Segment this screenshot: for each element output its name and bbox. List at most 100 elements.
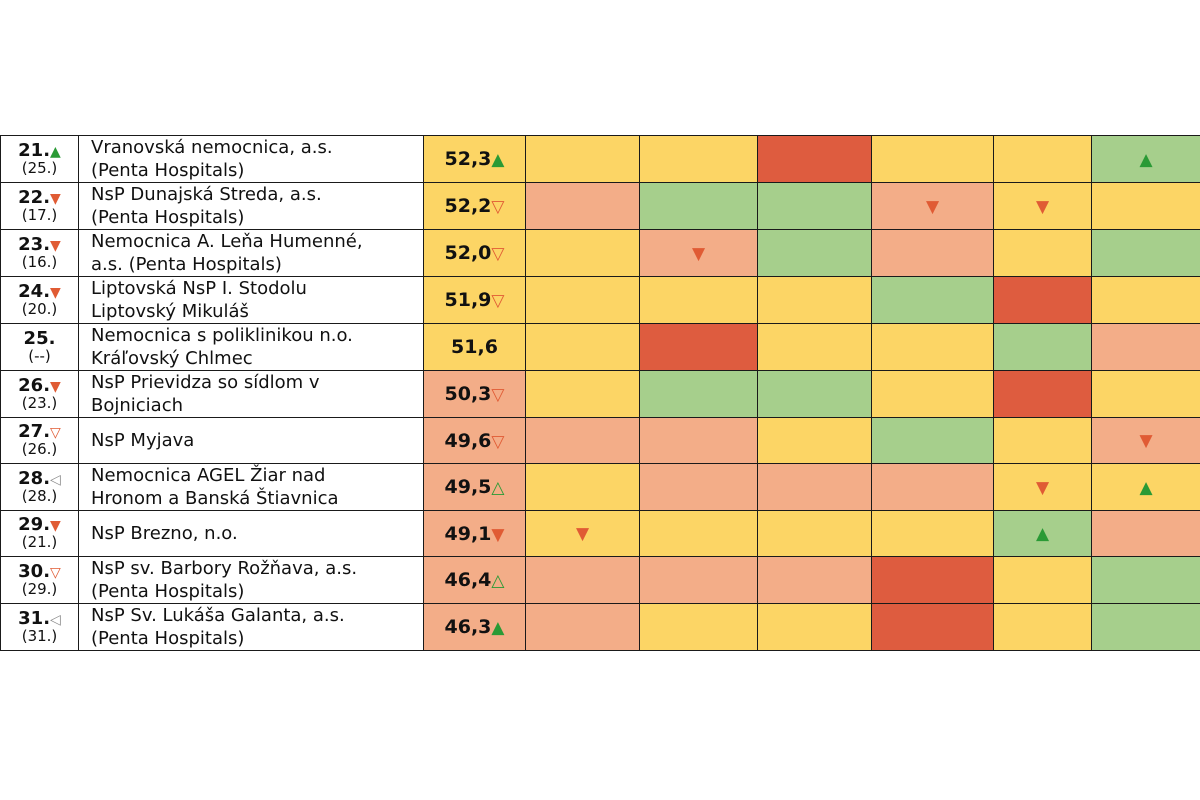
indicator-cell-3 — [757, 229, 872, 277]
indicator-cell-5 — [993, 417, 1092, 464]
indicator-cell-6: ▲ — [1091, 463, 1200, 511]
previous-rank: (16.) — [21, 252, 58, 271]
hospital-name-cell: NsP Dunajská Streda, a.s. (Penta Hospital… — [78, 182, 424, 230]
table-row: 30.▽ (29.) NsP sv. Barbory Rožňava, a.s. (P… — [0, 556, 1200, 604]
indicator-cell-4 — [871, 556, 994, 604]
indicator-cell-1 — [525, 323, 640, 371]
indicator-cell-4 — [871, 463, 994, 511]
hospital-name-line-1: NsP Myjava — [91, 430, 195, 451]
indicator-cell-3 — [757, 135, 872, 183]
rank-number: 30. — [18, 560, 51, 582]
indicator-cell-3 — [757, 276, 872, 324]
indicator-cell-6 — [1091, 323, 1200, 371]
up-triangle-icon: ▲ — [1035, 524, 1050, 544]
hospital-name-cell: Vranovská nemocnica, a.s. (Penta Hospital… — [78, 135, 424, 183]
indicator-cell-2 — [639, 135, 758, 183]
hospital-name-cell: Nemocnica AGEL Žiar nad Hronom a Banská Š… — [78, 463, 424, 511]
previous-rank: (26.) — [21, 440, 58, 459]
indicator-cell-5 — [993, 370, 1092, 418]
score-value: 51,6 — [451, 336, 498, 358]
indicator-cell-5: ▼ — [993, 463, 1092, 511]
previous-rank: (20.) — [21, 299, 58, 318]
previous-rank: (29.) — [21, 579, 58, 598]
indicator-cell-1 — [525, 603, 640, 651]
indicator-cell-2 — [639, 556, 758, 604]
table-row: 23.▼ (16.) Nemocnica A. Leňa Humenné, a.s. … — [0, 229, 1200, 277]
rank-cell: 25. (--) — [0, 323, 79, 371]
indicator-cell-5: ▼ — [993, 182, 1092, 230]
indicator-cell-6 — [1091, 370, 1200, 418]
hospital-name-cell: Nemocnica s poliklinikou n.o. Kráľovský C… — [78, 323, 424, 371]
indicator-cell-5 — [993, 603, 1092, 651]
indicator-cell-5: ▲ — [993, 510, 1092, 557]
down-triangle-icon: ▼ — [925, 196, 940, 217]
up-outline-triangle-icon: △ — [491, 478, 505, 498]
hospital-name-line-2: Hronom a Banská Štiavnica — [91, 488, 339, 509]
rank-cell: 24.▼ (20.) — [0, 276, 79, 324]
indicator-cell-1 — [525, 370, 640, 418]
table-body: 21.▲ (25.) Vranovská nemocnica, a.s. (Penta… — [0, 135, 1200, 651]
indicator-cell-3 — [757, 182, 872, 230]
indicator-cell-1 — [525, 276, 640, 324]
score-value: 51,9 — [444, 289, 492, 311]
indicator-cell-3 — [757, 510, 872, 557]
down-triangle-icon: ▼ — [50, 237, 61, 254]
down-outline-triangle-icon: ▽ — [491, 244, 505, 264]
indicator-cell-2 — [639, 276, 758, 324]
score-value: 49,1 — [444, 522, 492, 545]
score-value: 49,5 — [444, 476, 492, 498]
indicator-cell-1: ▼ — [525, 510, 640, 557]
table-row: 28.◁ (28.) Nemocnica AGEL Žiar nad Hronom a… — [0, 463, 1200, 511]
previous-rank: (23.) — [21, 393, 58, 412]
indicator-cell-6 — [1091, 603, 1200, 651]
down-triangle-icon: ▼ — [1035, 196, 1050, 217]
indicator-cell-4 — [871, 510, 994, 557]
indicator-cell-2 — [639, 463, 758, 511]
down-triangle-icon: ▼ — [50, 518, 61, 535]
up-triangle-icon: ▲ — [491, 618, 505, 638]
score-cell: 52,3▲ — [423, 135, 526, 183]
score-cell: 49,1▼ — [423, 510, 526, 557]
up-triangle-icon: ▲ — [50, 143, 61, 160]
indicator-cell-3 — [757, 463, 872, 511]
rank-cell: 30.▽ (29.) — [0, 556, 79, 604]
indicator-cell-3 — [757, 323, 872, 371]
indicator-cell-1 — [525, 556, 640, 604]
score-cell: 52,0▽ — [423, 229, 526, 277]
score-cell: 49,6▽ — [423, 417, 526, 464]
indicator-cell-5 — [993, 229, 1092, 277]
rank-cell: 22.▼ (17.) — [0, 182, 79, 230]
rank-cell: 28.◁ (28.) — [0, 463, 79, 511]
hospital-name-line-2: (Penta Hospitals) — [91, 581, 245, 602]
left-triangle-icon: ◁ — [50, 471, 61, 488]
hospital-ranking-table: 21.▲ (25.) Vranovská nemocnica, a.s. (Penta… — [0, 135, 1200, 651]
hospital-name-cell: NsP Myjava — [78, 417, 424, 464]
hospital-name-cell: NsP sv. Barbory Rožňava, a.s. (Penta Hosp… — [78, 556, 424, 604]
hospital-name-line-1: NsP Sv. Lukáša Galanta, a.s. — [91, 605, 345, 626]
indicator-cell-1 — [525, 135, 640, 183]
indicator-cell-4 — [871, 323, 994, 371]
score-cell: 50,3▽ — [423, 370, 526, 418]
hospital-name-cell: Liptovská NsP I. Stodolu Liptovský Mikulá… — [78, 276, 424, 324]
score-value: 50,3 — [444, 383, 492, 405]
indicator-cell-1 — [525, 417, 640, 464]
rank-number: 21. — [18, 139, 51, 161]
hospital-name-line-1: Nemocnica A. Leňa Humenné, — [91, 231, 363, 252]
table-row: 22.▼ (17.) NsP Dunajská Streda, a.s. (Penta… — [0, 182, 1200, 230]
hospital-name-cell: Nemocnica A. Leňa Humenné, a.s. (Penta Ho… — [78, 229, 424, 277]
hospital-name-line-1: NsP Dunajská Streda, a.s. — [91, 184, 322, 205]
rank-number: 24. — [18, 280, 51, 302]
down-triangle-icon: ▼ — [50, 378, 61, 395]
score-cell: 51,6 — [423, 323, 526, 371]
indicator-cell-2 — [639, 603, 758, 651]
down-triangle-icon: ▼ — [1035, 477, 1050, 498]
rank-cell: 23.▼ (16.) — [0, 229, 79, 277]
rank-number: 31. — [18, 607, 51, 629]
hospital-name-line-2: (Penta Hospitals) — [91, 628, 245, 649]
indicator-cell-5 — [993, 135, 1092, 183]
indicator-cell-4 — [871, 276, 994, 324]
indicator-cell-6 — [1091, 556, 1200, 604]
indicator-cell-3 — [757, 556, 872, 604]
indicator-cell-4 — [871, 229, 994, 277]
down-triangle-icon: ▼ — [50, 190, 61, 207]
